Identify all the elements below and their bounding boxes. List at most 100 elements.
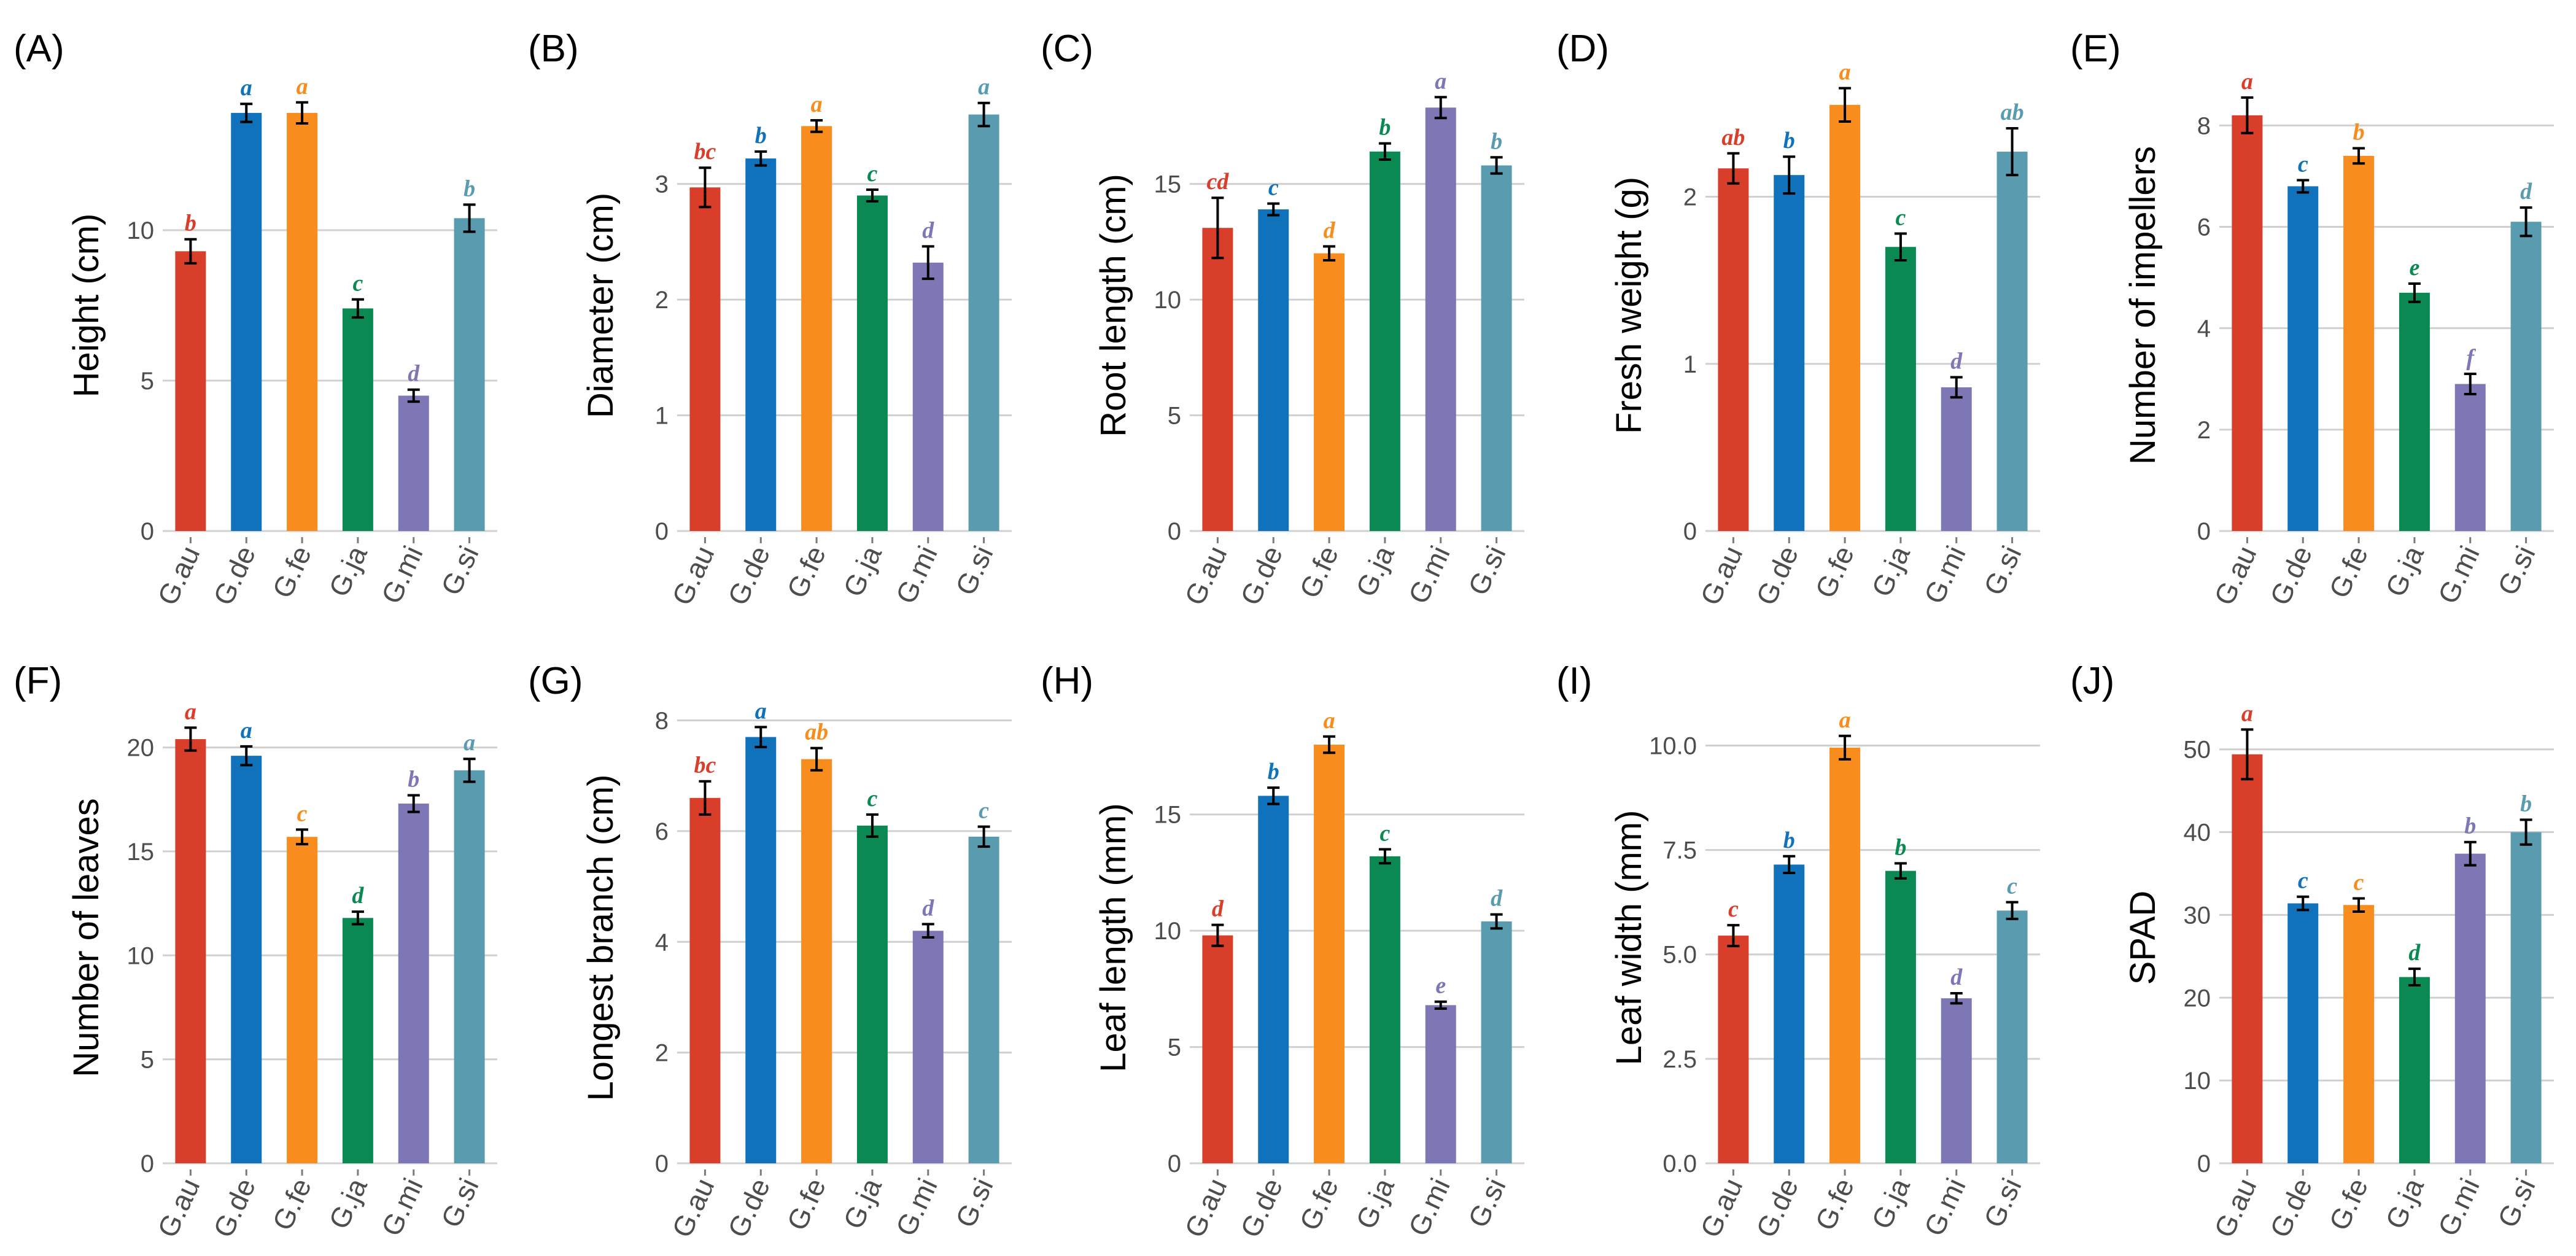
error-bar: [921, 245, 934, 281]
y-tick-label: 10: [2184, 1068, 2211, 1095]
x-tick-label: G.de: [1234, 1173, 1289, 1242]
x-tick-label: G.mi: [1918, 541, 1972, 608]
y-tick-label: 2: [1683, 184, 1697, 211]
bar-g-de: [1258, 796, 1289, 1163]
error-bar: [2297, 179, 2310, 194]
error-bar: [1894, 232, 1907, 262]
x-tick-label: G.ja: [322, 541, 373, 602]
bar-g-de: [231, 756, 262, 1163]
y-axis-label: SPAD: [2123, 891, 2163, 985]
x-tick-label: G.de: [1750, 541, 1804, 610]
x-tick-label: G.mi: [1918, 1173, 1972, 1241]
x-tick-label: G.si: [949, 541, 999, 600]
x-tick-label: G.au: [151, 541, 206, 610]
bar-g-fe: [801, 759, 832, 1163]
significance-letter: d: [1491, 886, 1503, 912]
error-bar: [463, 758, 476, 783]
significance-letter: b: [2520, 791, 2532, 816]
significance-letter: c: [2298, 152, 2308, 177]
bar-g-fe: [287, 112, 318, 531]
panel-label: (B): [528, 28, 579, 70]
error-bar: [1950, 992, 1963, 1005]
significance-letter: a: [1435, 68, 1446, 94]
x-tick-label: G.mi: [2432, 541, 2486, 608]
significance-letter: d: [2408, 940, 2421, 966]
y-tick-label: 1: [655, 403, 669, 430]
bar-g-de: [2287, 186, 2319, 531]
bar-g-ja: [342, 308, 373, 531]
x-tick-label: G.ja: [837, 1173, 888, 1234]
y-tick-label: 1: [1683, 351, 1697, 378]
significance-letter: c: [1268, 175, 1279, 201]
bar-g-si: [454, 770, 485, 1163]
significance-letter: ab: [2001, 99, 2024, 125]
error-bar: [463, 203, 476, 233]
significance-letter: c: [867, 161, 877, 187]
x-tick-label: G.fe: [1809, 541, 1860, 603]
error-bar: [1434, 96, 1447, 120]
error-bar: [1950, 376, 1963, 399]
chart-panel-f: (F) 0 5 10 15 20 Number of leaves a G.au a G.de c G.…: [14, 660, 497, 1242]
significance-letter: d: [1324, 217, 1336, 243]
significance-letter: d: [922, 895, 934, 921]
bar-g-mi: [398, 804, 429, 1163]
x-tick-label: G.au: [151, 1173, 206, 1242]
y-tick-label: 5: [141, 1047, 154, 1074]
bar-g-au: [689, 797, 721, 1163]
bar-g-de: [745, 737, 777, 1163]
x-tick-label: G.ja: [1865, 541, 1916, 602]
y-tick-label: 0.0: [1662, 1150, 1697, 1177]
x-tick-label: G.de: [2264, 541, 2318, 610]
y-axis-label: Leaf width (mm): [1609, 810, 1649, 1066]
error-bar: [1783, 155, 1796, 195]
x-tick-label: G.mi: [1402, 541, 1456, 608]
y-tick-label: 7.5: [1662, 837, 1697, 864]
error-bar: [2408, 282, 2421, 303]
x-tick-label: G.au: [2208, 1173, 2262, 1242]
significance-letter: a: [755, 698, 767, 724]
error-bar: [1378, 848, 1391, 865]
x-tick-label: G.si: [1462, 541, 1512, 600]
error-bar: [2520, 206, 2532, 238]
y-tick-label: 10: [127, 942, 155, 969]
chart-panel-j: (J) 0 10 20 30 40 50 SPAD a G.au c G.de c G.fe d G.ja b G…: [2070, 660, 2554, 1242]
bar-g-ja: [1885, 870, 1916, 1163]
error-bar: [240, 745, 253, 767]
x-tick-label: G.fe: [266, 541, 317, 603]
error-bar: [351, 298, 364, 319]
error-bar: [1211, 923, 1224, 947]
significance-letter: a: [1839, 707, 1851, 733]
x-tick-label: G.ja: [322, 1173, 373, 1234]
significance-letter: c: [2007, 874, 2017, 899]
significance-letter: b: [1895, 834, 1906, 860]
x-tick-label: G.ja: [1349, 541, 1400, 602]
x-tick-label: G.fe: [780, 541, 832, 603]
error-bar: [2408, 967, 2421, 987]
significance-letter: b: [1268, 759, 1279, 785]
significance-letter: b: [1783, 828, 1795, 853]
bar-g-au: [1718, 168, 1749, 531]
error-bar: [2241, 96, 2254, 134]
x-tick-label: G.fe: [780, 1173, 832, 1235]
significance-letter: c: [979, 798, 989, 824]
x-tick-label: G.fe: [1293, 1173, 1344, 1235]
y-tick-label: 2.5: [1662, 1046, 1697, 1073]
y-tick-label: 0: [1168, 1150, 1181, 1177]
x-tick-label: G.de: [1750, 1173, 1804, 1242]
bar-g-ja: [1369, 151, 1400, 531]
bar-g-au: [1202, 228, 1233, 531]
significance-letter: a: [241, 75, 252, 101]
significance-letter: b: [408, 766, 419, 792]
significance-letter: e: [2409, 255, 2419, 281]
x-tick-label: G.au: [1694, 541, 1748, 610]
panel-label: (F): [14, 660, 62, 702]
bar-g-au: [689, 187, 721, 531]
bar-g-de: [1774, 175, 1805, 532]
error-bar: [1323, 735, 1336, 754]
x-tick-label: G.au: [1178, 1173, 1233, 1242]
y-tick-label: 0: [1683, 518, 1697, 545]
y-tick-label: 8: [655, 708, 669, 735]
bar-g-fe: [1829, 747, 1861, 1163]
significance-letter: ab: [805, 719, 828, 745]
significance-letter: b: [1379, 115, 1391, 141]
